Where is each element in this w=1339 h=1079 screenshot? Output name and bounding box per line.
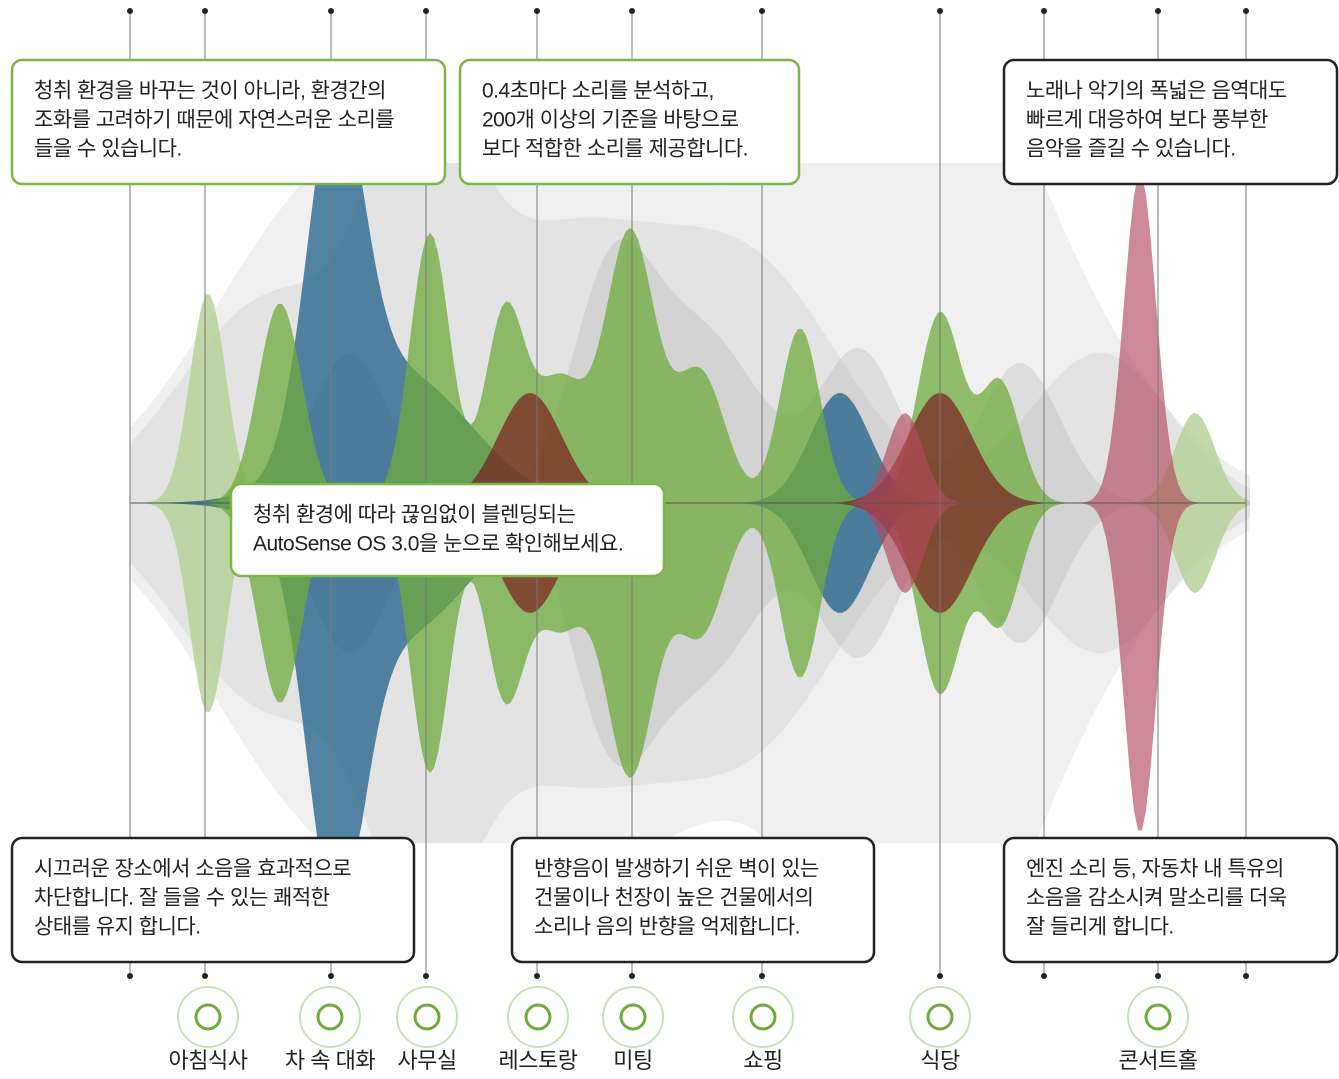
guide-dot — [1155, 973, 1161, 979]
callout-box — [10, 836, 416, 964]
wave — [130, 175, 1250, 831]
callout-text: 차단합니다. 잘 들을 수 있는 쾌적한 — [34, 887, 330, 910]
callout-text: 0.4초마다 소리를 분석하고, — [482, 80, 714, 103]
callout-box — [10, 58, 447, 186]
callout-box — [1002, 58, 1339, 186]
scene-icon — [396, 986, 458, 1048]
scene-icon-glyph — [316, 1003, 344, 1031]
scene-icons: 아침식사 차 속 대화 사무실 레스토랑 미팅 쇼핑 식당 콘서트홀 — [169, 986, 1198, 1073]
guide-dot — [1243, 8, 1249, 14]
callout-box — [1002, 836, 1339, 964]
scene-label: 차 속 대화 — [285, 1048, 375, 1073]
callout-text: 음악을 즐길 수 있습니다. — [1026, 138, 1236, 161]
guide-dot — [1155, 8, 1161, 14]
guide-dot — [534, 8, 540, 14]
callout-text: 소리나 음의 반향을 억제합니다. — [534, 916, 800, 939]
guide-dot — [202, 973, 208, 979]
scene-icon — [1127, 986, 1189, 1048]
guide-dot — [1243, 973, 1249, 979]
guide-dot — [127, 973, 133, 979]
scene-label: 식당 — [920, 1048, 960, 1073]
guide-dot — [328, 8, 334, 14]
callout-text: 반향음이 발생하기 쉬운 벽이 있는 — [534, 858, 819, 881]
callout-text: 노래나 악기의 폭넓은 음역대도 — [1026, 80, 1287, 103]
scene-icon-glyph — [194, 1003, 222, 1031]
guide-dot — [328, 973, 334, 979]
scene-icon — [732, 986, 794, 1048]
scene-label: 아침식사 — [169, 1048, 248, 1073]
scene-label: 사무실 — [397, 1048, 456, 1073]
callout-text: 빠르게 대응하여 보다 풍부한 — [1026, 109, 1268, 132]
callout-text: 조화를 고려하기 때문에 자연스러운 소리를 — [34, 109, 394, 132]
guide-dot — [534, 973, 540, 979]
scene-icon — [909, 986, 971, 1048]
scene-icon-glyph — [413, 1003, 441, 1031]
callout-text: AutoSense OS 3.0을 눈으로 확인해보세요. — [253, 533, 623, 556]
guide-dot — [629, 973, 635, 979]
callout-text: 보다 적합한 소리를 제공합니다. — [482, 138, 748, 161]
callout-text: 200개 이상의 기준을 바탕으로 — [482, 109, 739, 132]
scene-icon-glyph — [524, 1003, 552, 1031]
callout-text: 엔진 소리 등, 자동차 내 특유의 — [1026, 858, 1284, 881]
callout-text: 청취 환경을 바꾸는 것이 아니라, 환경간의 — [34, 80, 386, 103]
scene-icon-glyph — [619, 1003, 647, 1031]
guide-dot — [1041, 973, 1047, 979]
guide-dot — [937, 973, 943, 979]
callout-text: 상태를 유지 합니다. — [34, 916, 201, 939]
callout-text: 청취 환경에 따라 끊임없이 블렌딩되는 — [253, 504, 576, 527]
callout-text: 소음을 감소시켜 말소리를 더욱 — [1026, 887, 1287, 910]
scene-icon — [177, 986, 239, 1048]
guide-dot — [629, 8, 635, 14]
scene-icon-glyph — [749, 1003, 777, 1031]
guide-dot — [202, 8, 208, 14]
scene-icon-glyph — [1144, 1003, 1172, 1031]
callout-text: 시끄러운 장소에서 소음을 효과적으로 — [34, 858, 351, 881]
scene-icon-glyph — [926, 1003, 954, 1031]
guide-dot — [127, 8, 133, 14]
callout-box — [510, 836, 876, 964]
scene-label: 레스토랑 — [499, 1048, 578, 1073]
scene-icon — [507, 986, 569, 1048]
scene-label: 쇼핑 — [743, 1048, 782, 1073]
scene-icon — [602, 986, 664, 1048]
callout-text: 잘 들리게 합니다. — [1026, 916, 1174, 939]
scene-label: 콘서트홀 — [1119, 1048, 1198, 1073]
callout-box — [458, 58, 801, 186]
guide-dot — [759, 973, 765, 979]
guide-dot — [423, 8, 429, 14]
guide-dot — [1041, 8, 1047, 14]
scene-icon — [299, 986, 361, 1048]
guide-dot — [937, 8, 943, 14]
callout-text: 건물이나 천장이 높은 건물에서의 — [534, 887, 813, 910]
guide-dot — [759, 8, 765, 14]
waves — [130, 163, 1250, 843]
guide-dot — [423, 973, 429, 979]
callout-text: 들을 수 있습니다. — [34, 138, 182, 161]
scene-label: 미팅 — [613, 1048, 652, 1073]
callout-box — [229, 482, 666, 578]
